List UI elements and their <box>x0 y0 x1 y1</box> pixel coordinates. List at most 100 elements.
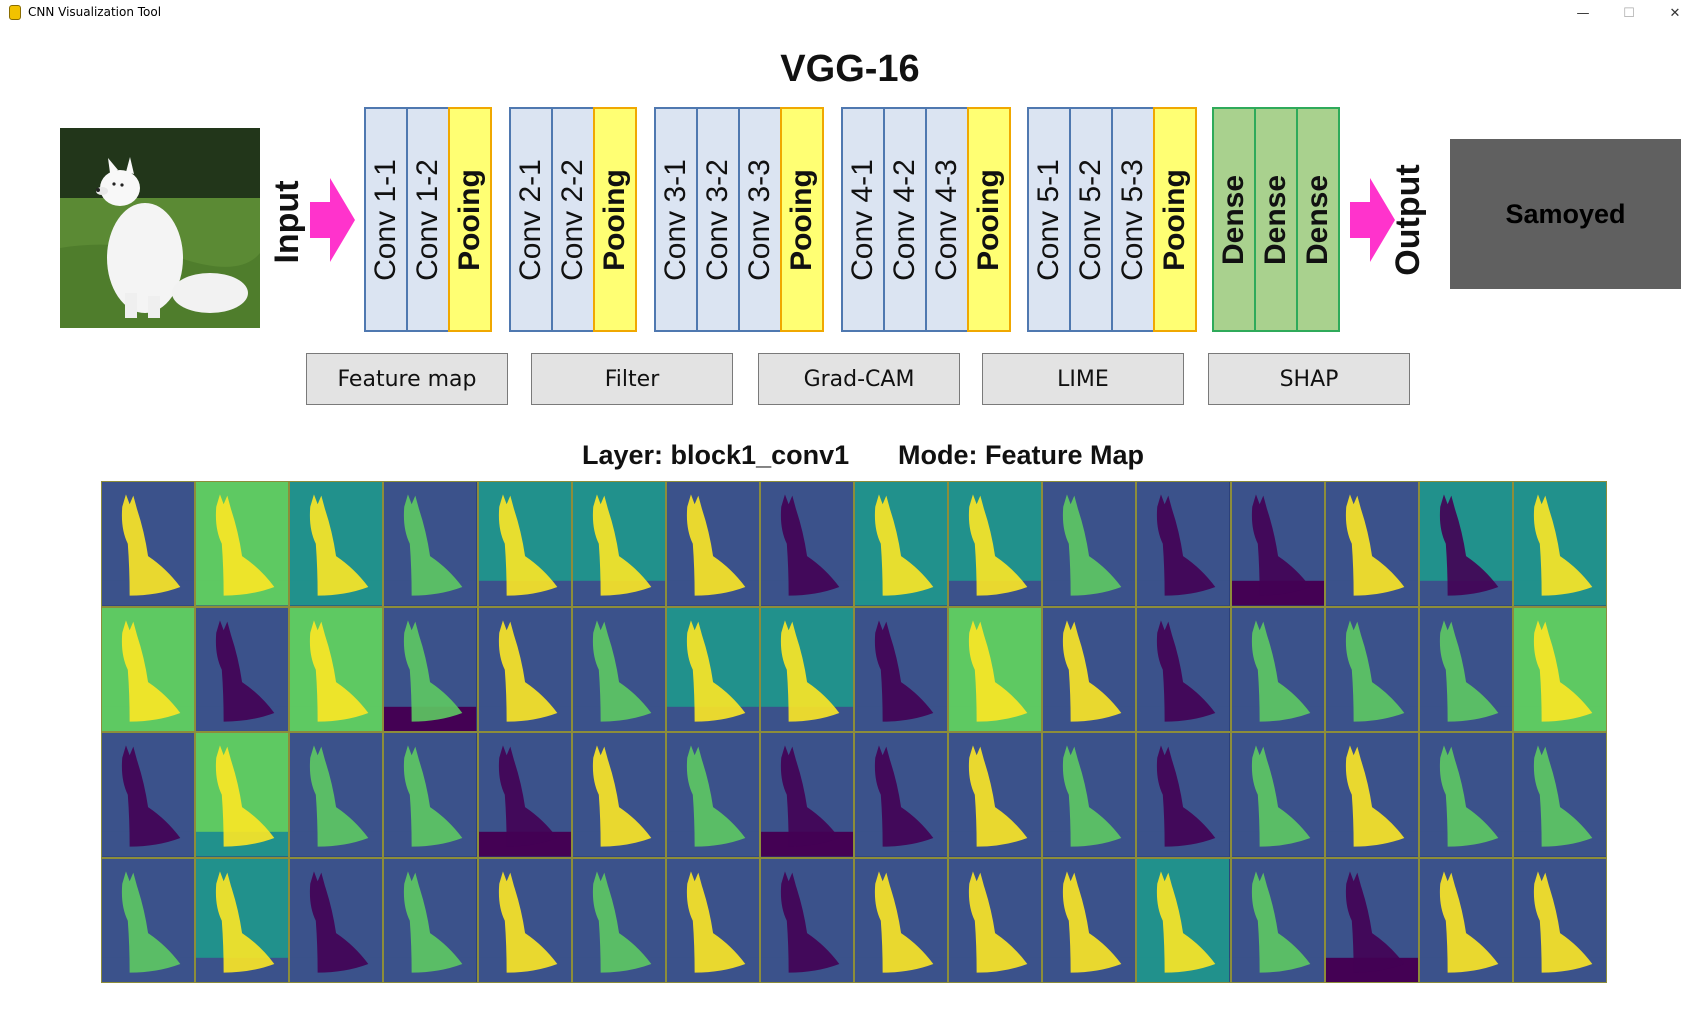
feature-map-thumbnail <box>101 481 196 607</box>
feature-map-thumbnail <box>101 857 196 983</box>
feature-map-thumbnail <box>759 857 854 983</box>
block-4: Conv 4-1 Conv 4-2 Conv 4-3 Pooing <box>841 107 1011 332</box>
layer-conv1-1[interactable]: Conv 1-1 <box>364 107 408 332</box>
layer-conv4-1[interactable]: Conv 4-1 <box>841 107 885 332</box>
layer-conv3-2[interactable]: Conv 3-2 <box>696 107 740 332</box>
feature-map-thumbnail <box>854 857 949 983</box>
feature-map-thumbnail <box>1042 481 1137 607</box>
feature-map-thumbnail <box>1418 857 1513 983</box>
feature-map-thumbnail <box>477 481 572 607</box>
feature-map-thumbnail <box>101 606 196 732</box>
layer-conv2-2[interactable]: Conv 2-2 <box>551 107 595 332</box>
feature-map-thumbnail <box>1324 481 1419 607</box>
feature-map-thumbnail <box>289 606 384 732</box>
feature-map-thumbnail <box>1042 732 1137 858</box>
layer-dense-1[interactable]: Dense <box>1212 107 1256 332</box>
grad-cam-button[interactable]: Grad-CAM <box>758 353 960 405</box>
minimize-button[interactable]: — <box>1576 5 1590 21</box>
feature-map-thumbnail <box>1512 732 1607 858</box>
feature-map-thumbnail <box>665 606 760 732</box>
feature-map-thumbnail <box>759 481 854 607</box>
feature-map-thumbnail <box>1512 481 1607 607</box>
layer-conv2-1[interactable]: Conv 2-1 <box>509 107 553 332</box>
feature-map-thumbnail <box>1418 606 1513 732</box>
feature-map-thumbnail <box>1230 732 1325 858</box>
layer-dense-2[interactable]: Dense <box>1254 107 1298 332</box>
layer-pool5[interactable]: Pooing <box>1153 107 1197 332</box>
block-2: Conv 2-1 Conv 2-2 Pooing <box>509 107 637 332</box>
feature-map-thumbnail <box>1324 857 1419 983</box>
feature-map-thumbnail <box>1136 732 1231 858</box>
feature-map-thumbnail <box>477 857 572 983</box>
feature-map-thumbnail <box>854 481 949 607</box>
feature-map-thumbnail <box>948 857 1043 983</box>
feature-map-thumbnail <box>195 606 290 732</box>
layer-conv5-2[interactable]: Conv 5-2 <box>1069 107 1113 332</box>
layer-conv5-3[interactable]: Conv 5-3 <box>1111 107 1155 332</box>
feature-map-thumbnail <box>948 732 1043 858</box>
layer-conv3-1[interactable]: Conv 3-1 <box>654 107 698 332</box>
prediction-box: Samoyed <box>1450 139 1681 289</box>
feature-map-thumbnail <box>1230 857 1325 983</box>
feature-map-thumbnail <box>1042 857 1137 983</box>
input-arrow-icon <box>310 178 355 262</box>
feature-map-thumbnail <box>383 732 478 858</box>
feature-map-thumbnail <box>1230 606 1325 732</box>
feature-map-thumbnail <box>1324 732 1419 858</box>
feature-map-thumbnail <box>383 606 478 732</box>
layer-conv5-1[interactable]: Conv 5-1 <box>1027 107 1071 332</box>
feature-map-thumbnail <box>289 732 384 858</box>
window-title: CNN Visualization Tool <box>28 5 162 19</box>
feature-map-thumbnail <box>571 732 666 858</box>
feature-map-thumbnail <box>665 857 760 983</box>
feature-map-grid <box>101 481 1607 983</box>
feature-map-thumbnail <box>571 857 666 983</box>
layer-conv4-3[interactable]: Conv 4-3 <box>925 107 969 332</box>
feature-map-thumbnail <box>759 732 854 858</box>
layer-pool1[interactable]: Pooing <box>448 107 492 332</box>
feature-map-thumbnail <box>477 732 572 858</box>
block-1: Conv 1-1 Conv 1-2 Pooing <box>364 107 492 332</box>
feature-map-thumbnail <box>1136 857 1231 983</box>
feature-map-thumbnail <box>571 606 666 732</box>
app-icon <box>9 5 21 20</box>
mode-status: Mode: Feature Map <box>898 440 1145 470</box>
layer-pool3[interactable]: Pooing <box>780 107 824 332</box>
layer-dense-3[interactable]: Dense <box>1296 107 1340 332</box>
layer-conv3-3[interactable]: Conv 3-3 <box>738 107 782 332</box>
feature-map-thumbnail <box>1042 606 1137 732</box>
maximize-button[interactable]: ☐ <box>1623 5 1635 21</box>
feature-map-thumbnail <box>195 857 290 983</box>
title-bar: CNN Visualization Tool — ☐ ✕ <box>0 0 1697 26</box>
shap-button[interactable]: SHAP <box>1208 353 1410 405</box>
network-title: VGG-16 <box>780 48 920 90</box>
feature-map-thumbnail <box>854 606 949 732</box>
feature-map-thumbnail <box>289 481 384 607</box>
block-3: Conv 3-1 Conv 3-2 Conv 3-3 Pooing <box>654 107 824 332</box>
feature-map-thumbnail <box>854 732 949 858</box>
lime-button[interactable]: LIME <box>982 353 1184 405</box>
feature-map-thumbnail <box>1418 481 1513 607</box>
dense-block: Dense Dense Dense <box>1212 107 1340 332</box>
layer-status: Layer: block1_conv1 <box>582 440 850 470</box>
feature-map-thumbnail <box>1418 732 1513 858</box>
feature-map-thumbnail <box>665 732 760 858</box>
feature-map-thumbnail <box>195 481 290 607</box>
feature-map-thumbnail <box>1324 606 1419 732</box>
feature-map-thumbnail <box>948 481 1043 607</box>
feature-map-thumbnail <box>571 481 666 607</box>
prediction-label: Samoyed <box>1505 198 1626 229</box>
feature-map-thumbnail <box>101 732 196 858</box>
layer-conv4-2[interactable]: Conv 4-2 <box>883 107 927 332</box>
layer-pool2[interactable]: Pooing <box>593 107 637 332</box>
feature-map-thumbnail <box>1512 857 1607 983</box>
feature-map-thumbnail <box>759 606 854 732</box>
feature-map-button[interactable]: Feature map <box>306 353 508 405</box>
layer-pool4[interactable]: Pooing <box>967 107 1011 332</box>
layer-conv1-2[interactable]: Conv 1-2 <box>406 107 450 332</box>
close-button[interactable]: ✕ <box>1669 5 1681 21</box>
filter-button[interactable]: Filter <box>531 353 733 405</box>
feature-map-thumbnail <box>383 481 478 607</box>
feature-map-thumbnail <box>665 481 760 607</box>
output-arrow-icon <box>1350 178 1395 262</box>
